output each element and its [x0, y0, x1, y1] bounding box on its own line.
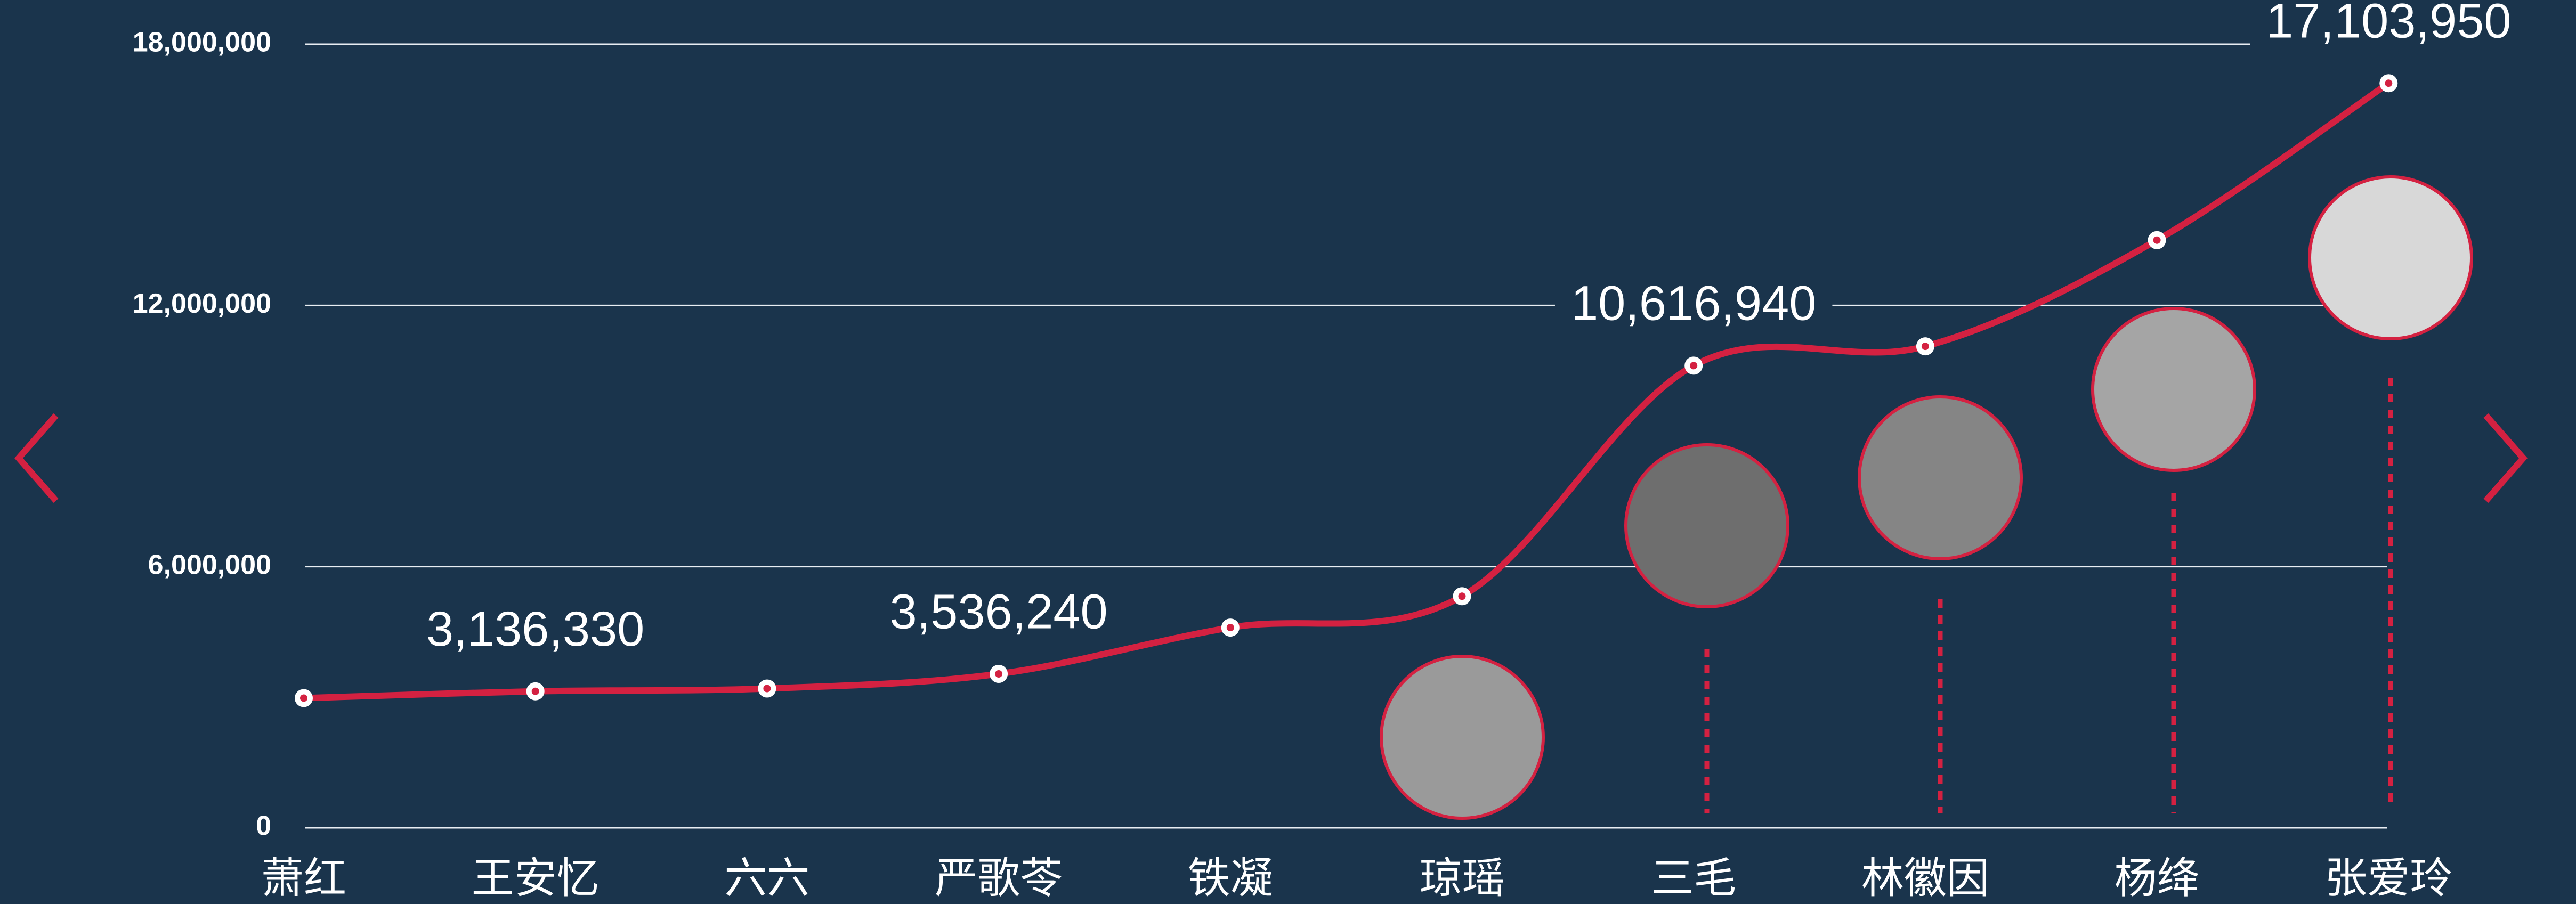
- x-tick-label: 铁凝: [1188, 854, 1273, 902]
- x-tick-label: 林徽因: [1861, 854, 1989, 902]
- y-tick-label: 12,000,000: [133, 288, 271, 319]
- x-tick-label: 萧红: [261, 854, 346, 902]
- y-tick-label: 18,000,000: [133, 27, 271, 58]
- photo: [1380, 655, 1545, 820]
- line: [303, 80, 2391, 702]
- photos: [1380, 175, 2473, 820]
- point-center: [2385, 79, 2393, 87]
- value-label: 3,136,330: [426, 602, 644, 656]
- point-center: [1458, 592, 1466, 600]
- x-tick-label: 严歌苓: [935, 854, 1063, 902]
- point-center: [2153, 236, 2161, 244]
- photo: [1624, 443, 1789, 608]
- point-center: [1921, 343, 1929, 351]
- x-tick-label: 张爱玲: [2324, 854, 2452, 902]
- point-center: [531, 687, 539, 695]
- photo: [2308, 175, 2473, 340]
- next-arrow[interactable]: [2483, 413, 2528, 503]
- value-label-bg: [1554, 276, 1833, 331]
- prev-arrow[interactable]: [14, 413, 59, 503]
- x-tick-label: 杨绛: [2115, 854, 2200, 902]
- value-label-bg: [873, 584, 1124, 639]
- value-label: 3,536,240: [889, 584, 1107, 639]
- point-center: [300, 694, 307, 702]
- x-tick-label: 琼瑶: [1420, 854, 1505, 902]
- value-label-bg: [2250, 0, 2528, 48]
- photo: [1858, 395, 2023, 560]
- point-center: [1690, 362, 1698, 370]
- x-tick-label: 王安忆: [472, 854, 600, 902]
- point-center: [763, 685, 771, 693]
- value-label: 17,103,950: [2266, 0, 2511, 48]
- value-label-bg: [410, 601, 661, 656]
- point-center: [1226, 624, 1234, 632]
- value-label: 10,616,940: [1571, 276, 1816, 331]
- x-tick-label: 三毛: [1651, 854, 1736, 902]
- x-tick-label: 六六: [724, 854, 809, 902]
- y-tick-label: 6,000,000: [148, 549, 271, 580]
- photo: [2091, 307, 2256, 472]
- point-center: [995, 670, 1003, 678]
- y-tick-label: 0: [256, 811, 271, 842]
